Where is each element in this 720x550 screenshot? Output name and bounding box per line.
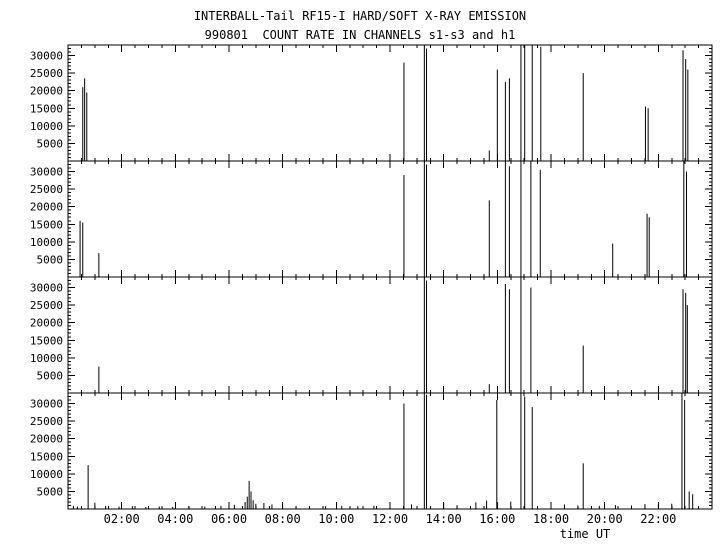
chart-title: INTERBALL-Tail RF15-I HARD/SOFT X-RAY EM… [193,9,527,23]
y-tick-label: 30000 [30,398,63,411]
panel-border [67,276,713,394]
x-tick-label: 12:00 [372,512,408,526]
y-tick-label: 10000 [30,352,63,365]
y-tick-label: 20000 [30,85,63,98]
panel-s2: 5000 10000 15000 20000 25000 30000 [30,160,713,278]
x-tick-label: 22:00 [640,512,676,526]
panel-s1: 5000 10000 15000 20000 25000 30000 [30,44,713,162]
y-tick-label: 10000 [30,468,63,481]
y-tick-label: 20000 [30,433,63,446]
x-tick-label: 18:00 [533,512,569,526]
chart-subtitle: 990801 COUNT RATE IN CHANNELS s1-s3 and … [204,28,516,42]
y-tick-label: 30000 [30,50,63,63]
y-tick-label: 15000 [30,450,63,463]
x-tick-label: 10:00 [318,512,354,526]
y-tick-label: 5000 [37,369,64,382]
panel-h1: 5000 10000 15000 20000 25000 30000 [30,392,713,510]
panel-border [67,392,713,510]
y-tick-label: 5000 [37,253,64,266]
panel-border [67,44,713,162]
y-tick-label: 30000 [30,282,63,295]
y-tick-label: 10000 [30,236,63,249]
y-tick-label: 15000 [30,102,63,115]
x-tick-label: 20:00 [587,512,623,526]
x-tick-label: 14:00 [426,512,462,526]
x-axis-label: time UT [559,527,611,541]
y-tick-label: 15000 [30,334,63,347]
y-tick-label: 10000 [30,120,63,133]
y-tick-label: 25000 [30,67,63,80]
y-tick-label: 25000 [30,415,63,428]
x-tick-label: 08:00 [265,512,301,526]
x-tick-label: 16:00 [479,512,515,526]
x-tick-label: 04:00 [157,512,193,526]
panel-border [67,160,713,278]
y-tick-label: 25000 [30,183,63,196]
y-tick-label: 5000 [37,485,64,498]
y-tick-label: 15000 [30,218,63,231]
y-tick-label: 20000 [30,317,63,330]
y-tick-label: 25000 [30,299,63,312]
y-tick-label: 30000 [30,166,63,179]
x-tick-label: 02:00 [104,512,140,526]
x-tick-label: 06:00 [211,512,247,526]
y-tick-label: 20000 [30,201,63,214]
panel-s3: 5000 10000 15000 20000 25000 30000 [30,276,713,394]
y-tick-label: 5000 [37,137,64,150]
